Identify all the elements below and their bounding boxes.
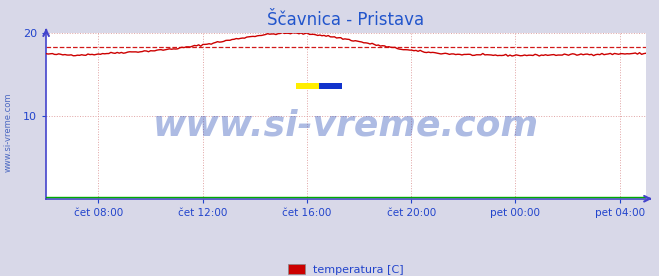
FancyBboxPatch shape [296,83,319,89]
Text: www.si-vreme.com: www.si-vreme.com [3,93,13,172]
FancyBboxPatch shape [319,83,342,89]
Text: www.si-vreme.com: www.si-vreme.com [153,109,539,143]
Legend: temperatura [C], pretok [m3/s]: temperatura [C], pretok [m3/s] [283,260,409,276]
Title: Ščavnica - Pristava: Ščavnica - Pristava [268,11,424,29]
